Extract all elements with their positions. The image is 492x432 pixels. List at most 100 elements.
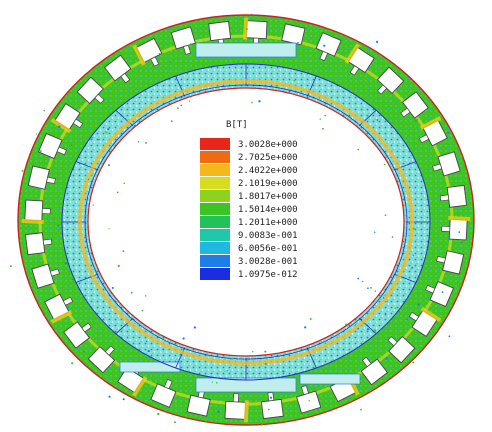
noise-dot xyxy=(269,396,273,399)
noise-dot xyxy=(425,250,428,253)
noise-dot xyxy=(71,362,74,365)
noise-dot xyxy=(319,118,321,120)
stator-slot xyxy=(387,335,416,364)
stator-slot xyxy=(24,232,53,256)
noise-dot xyxy=(60,192,63,195)
noise-dot xyxy=(415,118,419,121)
stator-slot xyxy=(439,184,468,208)
stator-slot xyxy=(117,364,148,397)
noise-dot xyxy=(91,137,93,139)
stator-slot xyxy=(315,32,342,62)
noise-dot xyxy=(460,241,463,244)
legend-label: 3.0028e+000 xyxy=(238,140,298,150)
noise-dot xyxy=(412,254,414,257)
noise-dot xyxy=(57,224,60,227)
noise-dot xyxy=(39,150,42,153)
noise-dot xyxy=(84,236,86,239)
legend-swatch xyxy=(200,190,230,202)
noise-dot xyxy=(216,381,218,384)
noise-dot xyxy=(357,148,360,151)
stator-slot xyxy=(76,76,105,105)
stator-slot xyxy=(150,378,177,408)
noise-dot xyxy=(231,357,234,360)
noise-dot xyxy=(158,333,161,336)
legend: B[T] 3.0028e+000 2.7025e+000 2.4022e+000 2.… xyxy=(200,120,298,280)
noise-dot xyxy=(87,178,90,180)
legend-label: 1.2011e+000 xyxy=(238,218,298,228)
noise-dot xyxy=(309,318,312,320)
noise-dot xyxy=(145,340,148,342)
noise-dot xyxy=(35,133,38,135)
scatter-noise xyxy=(9,13,467,426)
noise-dot xyxy=(373,231,376,233)
noise-dot xyxy=(400,95,402,97)
noise-dot xyxy=(211,381,213,383)
noise-dot xyxy=(188,44,191,47)
noise-dot xyxy=(412,361,415,364)
noise-dot xyxy=(264,350,267,353)
noise-dot xyxy=(386,300,389,302)
noise-dot xyxy=(308,400,310,402)
noise-dot xyxy=(373,329,377,333)
noise-dot xyxy=(116,191,119,194)
noise-dot xyxy=(162,348,165,351)
noise-dot xyxy=(417,303,420,306)
noise-dot xyxy=(374,290,376,292)
noise-dot xyxy=(38,295,41,298)
noise-dot xyxy=(123,182,125,185)
magnet-segment xyxy=(299,373,361,385)
noise-dot xyxy=(357,277,360,280)
noise-dot xyxy=(322,127,324,130)
noise-dot xyxy=(182,337,185,340)
noise-dot xyxy=(361,280,364,283)
noise-dot xyxy=(145,141,147,144)
noise-dot xyxy=(217,410,220,413)
noise-dot xyxy=(72,278,74,281)
noise-dot xyxy=(147,349,150,353)
noise-dot xyxy=(21,170,24,172)
noise-dot xyxy=(107,128,110,131)
noise-dot xyxy=(58,125,61,128)
noise-dot xyxy=(158,52,161,55)
noise-dot xyxy=(273,417,275,419)
noise-dot xyxy=(239,19,242,22)
noise-dot xyxy=(107,164,110,167)
noise-dot xyxy=(122,398,125,401)
noise-dot xyxy=(26,270,28,273)
stator-slot xyxy=(103,54,132,84)
noise-dot xyxy=(83,350,86,353)
stator-slot xyxy=(418,116,448,147)
noise-dot xyxy=(254,87,257,89)
inner-boundary xyxy=(87,87,405,357)
noise-dot xyxy=(441,291,444,293)
legend-rows: 3.0028e+000 2.7025e+000 2.4022e+000 2.1019e… xyxy=(200,138,298,280)
noise-dot xyxy=(113,368,115,371)
noise-dot xyxy=(406,318,408,320)
noise-dot xyxy=(384,214,387,217)
noise-dot xyxy=(323,44,326,47)
magnet-segment xyxy=(119,361,181,373)
stator-slot xyxy=(436,250,465,275)
noise-dot xyxy=(360,408,362,411)
noise-dot xyxy=(250,13,253,16)
noise-dot xyxy=(324,114,327,117)
legend-label: 1.8017e+000 xyxy=(238,192,298,202)
noise-dot xyxy=(108,395,111,398)
noise-dot xyxy=(297,41,299,44)
stator-slot xyxy=(425,280,455,308)
noise-dot xyxy=(394,307,397,310)
hotspot-band xyxy=(78,79,414,365)
noise-dot xyxy=(447,131,450,134)
noise-dot xyxy=(226,369,228,372)
noise-dot xyxy=(275,84,278,87)
noise-dot xyxy=(169,61,172,63)
stator-slot xyxy=(408,306,442,338)
legend-swatch xyxy=(200,216,230,228)
noise-dot xyxy=(117,264,120,268)
stator-slot xyxy=(21,199,51,224)
stator-slot xyxy=(376,66,405,95)
noise-dot xyxy=(367,287,369,290)
noise-dot xyxy=(411,266,414,269)
noise-dot xyxy=(402,180,405,183)
